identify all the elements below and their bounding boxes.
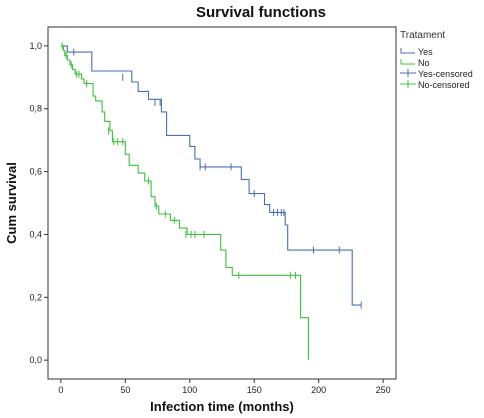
x-tick-label: 250 [376,385,391,395]
axes: 0 50 100 150 200 250 0,0 0,2 0,4 0,6 0,8 1,0 [29,41,390,395]
y-tick-label: 1,0 [29,41,42,51]
legend-label: Yes [418,47,433,57]
legend-title: Tratament [400,30,445,41]
legend-entry: Yes [400,47,433,57]
series-line-yes [60,45,362,306]
x-tick-label: 0 [58,385,63,395]
y-tick-label: 0,0 [29,355,42,365]
legend-swatch [400,48,415,54]
plot-frame [47,26,397,380]
y-tick-label: 0,8 [29,104,42,114]
y-tick-label: 0,6 [29,167,42,177]
legend-label: Yes-censored [418,69,473,79]
series-line-no [60,45,309,361]
x-tick-label: 50 [120,385,130,395]
legend-label: No-censored [418,80,470,90]
legend-entry: Yes-censored [400,69,473,79]
y-axis-title: Cum survival [4,162,19,244]
series-layer [60,42,362,361]
x-tick-label: 100 [182,385,197,395]
legend-entry: No [400,58,430,68]
legend-swatch [400,59,415,65]
y-tick-label: 0,4 [29,229,42,239]
legend-label: No [418,58,430,68]
x-axis-title: Infection time (months) [150,399,294,414]
y-tick-label: 0,2 [29,292,42,302]
x-tick-label: 150 [247,385,262,395]
legend-entry: No-censored [400,80,470,90]
chart-title: Survival functions [196,4,326,21]
x-tick-label: 200 [311,385,326,395]
